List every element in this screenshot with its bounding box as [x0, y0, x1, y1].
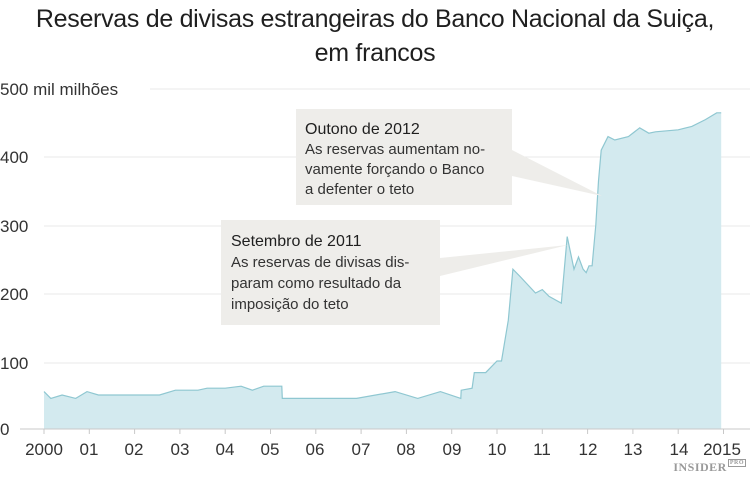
annotation-title: Setembro de 2011	[231, 233, 362, 250]
x-label-14: 14	[670, 440, 689, 459]
reserves-area	[44, 112, 722, 430]
x-label-10: 10	[488, 440, 507, 459]
callout-pointer	[512, 150, 602, 196]
y-label-400: 400	[0, 148, 28, 167]
x-axis-ticks	[43, 429, 724, 434]
callout-box	[296, 109, 512, 205]
insider-pro-logo: INSIDER PRO	[673, 459, 746, 475]
y-axis-labels: 500 mil milhões 400 300 200 100 0	[0, 80, 118, 439]
x-label-05: 05	[261, 440, 280, 459]
x-label-2000: 2000	[25, 440, 63, 459]
x-label-12: 12	[579, 440, 598, 459]
callout-pointer	[440, 245, 568, 276]
annotation-outono-2012: Outono de 2012 As reservas aumentam no- …	[296, 109, 602, 205]
annotation-line: param como resultado da	[231, 275, 402, 292]
x-axis-labels: 2000 01 02 03 04 05 06 07 08 09 10 11 12…	[25, 440, 741, 459]
reserves-line	[43, 112, 722, 400]
annotation-setembro-2011: Setembro de 2011 As reservas de divisas …	[221, 220, 568, 325]
y-label-100: 100	[0, 354, 28, 373]
annotation-line: As reservas de divisas dis-	[231, 254, 409, 271]
x-label-04: 04	[216, 440, 235, 459]
x-label-01: 01	[80, 440, 99, 459]
callout-box	[221, 220, 440, 325]
chart-title-line2: em francos	[314, 39, 436, 67]
x-label-06: 06	[306, 440, 325, 459]
y-label-300: 300	[0, 217, 28, 236]
annotation-title: Outono de 2012	[305, 121, 420, 138]
x-label-08: 08	[397, 440, 416, 459]
x-label-11: 11	[533, 440, 551, 459]
logo-text: INSIDER	[673, 460, 727, 474]
chart-title: Reservas de divisas estrangeiras do Banc…	[0, 2, 750, 70]
annotation-line: vamente forçando o Banco	[305, 161, 484, 178]
x-label-09: 09	[443, 440, 462, 459]
annotation-line: imposição do teto	[231, 296, 349, 313]
y-label-0: 0	[0, 420, 9, 439]
x-label-02: 02	[125, 440, 144, 459]
x-label-13: 13	[624, 440, 643, 459]
y-label-500: 500 mil milhões	[0, 80, 118, 99]
chart-title-line1: Reservas de divisas estrangeiras do Banc…	[35, 5, 715, 33]
x-label-2015: 2015	[703, 440, 741, 459]
x-label-07: 07	[352, 440, 371, 459]
annotation-line: As reservas aumentam no-	[305, 141, 485, 158]
y-label-200: 200	[0, 285, 28, 304]
logo-badge: PRO	[727, 459, 746, 467]
annotation-line: a defenter o teto	[305, 181, 414, 198]
x-label-03: 03	[171, 440, 190, 459]
